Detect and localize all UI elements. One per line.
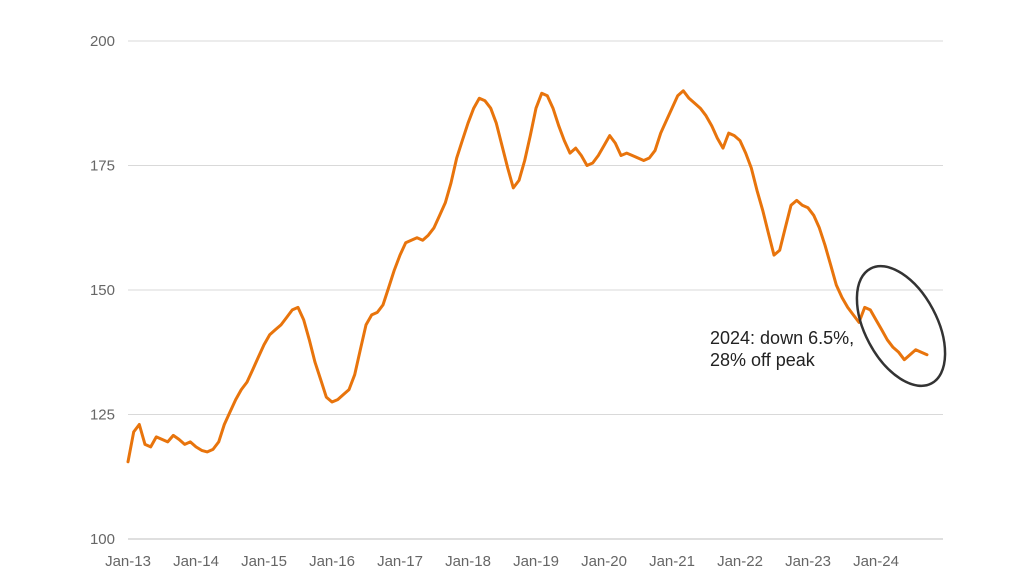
x-tick-label: Jan-20 <box>581 553 627 570</box>
x-tick-label: Jan-16 <box>309 553 355 570</box>
x-tick-label: Jan-24 <box>853 553 899 570</box>
x-tick-label: Jan-14 <box>173 553 219 570</box>
x-tick-label: Jan-17 <box>377 553 423 570</box>
x-tick-label: Jan-23 <box>785 553 831 570</box>
series-line <box>126 89 929 464</box>
x-tick-label: Jan-13 <box>105 553 151 570</box>
y-tick-label: 150 <box>90 282 115 299</box>
x-tick-label: Jan-18 <box>445 553 491 570</box>
annotation-line-1: 2024: down 6.5%, <box>710 328 854 348</box>
x-tick-label: Jan-15 <box>241 553 287 570</box>
x-tick-label: Jan-22 <box>717 553 763 570</box>
y-tick-label: 125 <box>90 407 115 424</box>
gridlines <box>128 40 943 540</box>
highlight-ellipse <box>855 264 947 388</box>
x-axis-tick-labels: Jan-13 Jan-14 Jan-15 Jan-16 Jan-17 Jan-18 Jan-… <box>105 553 899 570</box>
y-axis-tick-labels: 100 125 150 175 200 <box>90 33 115 548</box>
y-tick-label: 200 <box>90 33 115 50</box>
x-tick-label: Jan-19 <box>513 553 559 570</box>
x-tick-label: Jan-21 <box>649 553 695 570</box>
annotation-line-2: 28% off peak <box>710 350 816 370</box>
y-tick-label: 175 <box>90 158 115 175</box>
y-tick-label: 100 <box>90 531 115 548</box>
